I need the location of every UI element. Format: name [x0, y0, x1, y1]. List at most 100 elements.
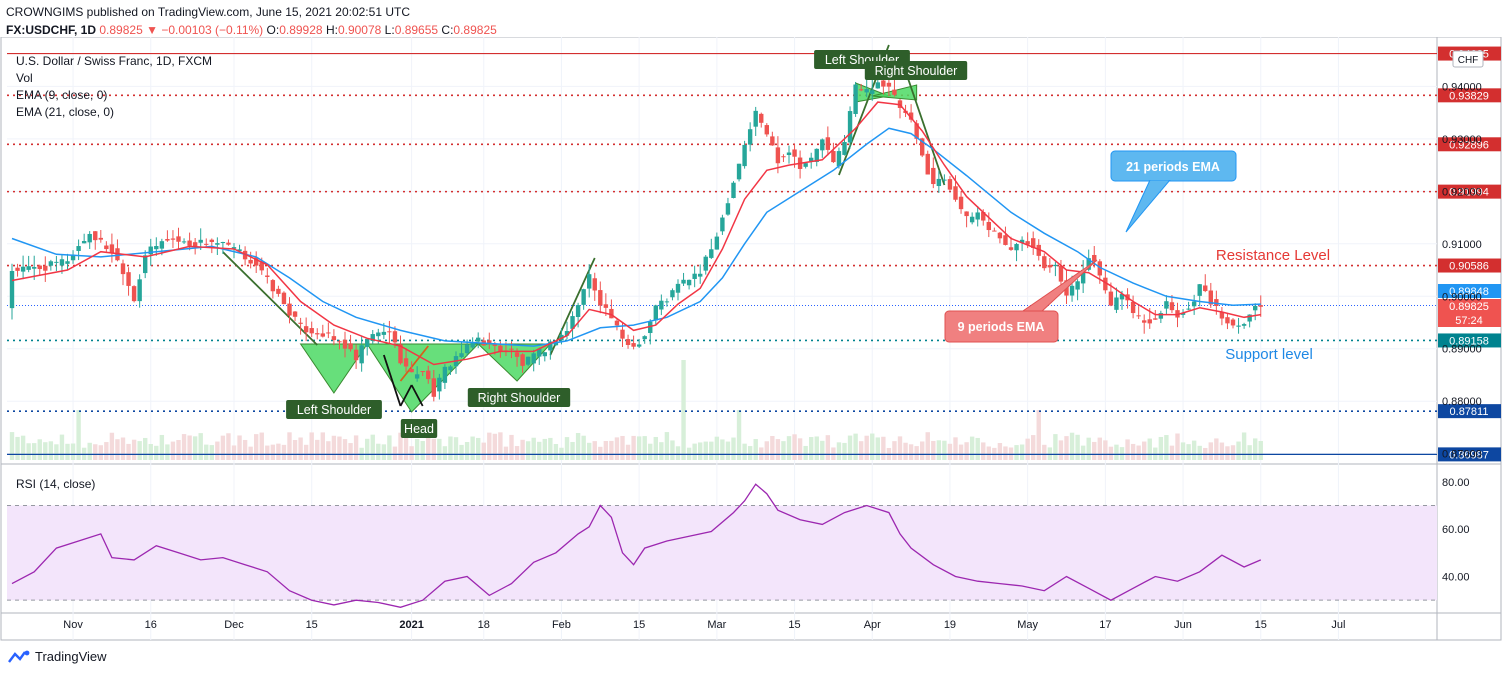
- vol-legend: Vol: [16, 71, 33, 85]
- volume-bar: [376, 443, 381, 460]
- tradingview-brand[interactable]: TradingView: [8, 649, 107, 664]
- level-badge: [1438, 137, 1501, 152]
- candle-body: [176, 236, 181, 242]
- volume-bar: [775, 439, 781, 460]
- volume-bar: [1142, 441, 1147, 460]
- x-tick-label: Mar: [707, 619, 726, 631]
- open-value: 0.89928: [279, 23, 323, 37]
- candle-body: [942, 179, 947, 181]
- candle-body: [226, 242, 231, 245]
- candle-body: [414, 374, 420, 379]
- volume-bar: [592, 441, 597, 460]
- x-tick-label: 2021: [399, 619, 423, 631]
- trend-line: [410, 384, 424, 407]
- candle-body: [653, 305, 658, 321]
- level-badge-label: 0.93829: [1449, 90, 1489, 102]
- candle-body: [609, 308, 614, 319]
- volume-bar: [781, 441, 786, 460]
- candle-body: [881, 80, 886, 87]
- volume-bar: [487, 432, 492, 460]
- x-tick-label: Nov: [63, 619, 83, 631]
- volume-bar: [298, 437, 303, 460]
- candle-body: [731, 182, 736, 199]
- candle-body: [20, 266, 26, 272]
- candle-body: [642, 336, 647, 340]
- candle-body: [1075, 281, 1080, 290]
- volume-bar: [431, 438, 436, 460]
- volume-bar: [1258, 440, 1263, 460]
- candle-body: [359, 345, 364, 364]
- level-badge-label: 0.91994: [1449, 187, 1489, 199]
- candle-body: [270, 280, 276, 292]
- candle-body: [958, 196, 964, 210]
- candle-body: [1119, 293, 1125, 300]
- ema9-callout-text: 9 periods EMA: [958, 320, 1045, 334]
- x-tick-label: 16: [145, 619, 157, 631]
- candle-body: [1164, 301, 1169, 309]
- candle-body: [792, 149, 797, 157]
- volume-bar: [1086, 437, 1091, 460]
- volume-bar: [1119, 447, 1125, 460]
- volume-bars: [9, 360, 1263, 460]
- volume-bar: [204, 444, 209, 460]
- candle-body: [920, 138, 925, 156]
- candle-body: [1136, 315, 1141, 317]
- candle-body: [309, 328, 314, 334]
- volume-bar: [187, 435, 192, 460]
- candle-body: [1191, 301, 1197, 307]
- candle-body: [337, 341, 342, 343]
- candle-body: [126, 272, 131, 286]
- volume-bar: [1197, 445, 1202, 460]
- candle-body: [908, 112, 914, 120]
- volume-bar: [509, 434, 514, 460]
- candle-body: [537, 348, 542, 357]
- price-chart[interactable]: 0.946250.938290.928960.919940.905860.891…: [0, 37, 1508, 677]
- volume-bar: [1180, 442, 1186, 460]
- level-badge-label: 0.86987: [1449, 449, 1489, 461]
- candle-body: [509, 348, 514, 350]
- candle-body: [853, 84, 858, 114]
- candle-body: [303, 326, 309, 333]
- volume-bar: [104, 442, 109, 460]
- candle-body: [1203, 285, 1208, 292]
- candle-body: [1058, 265, 1064, 282]
- price-tick-label: 0.88000: [1442, 396, 1482, 408]
- head-label: Head: [404, 422, 434, 436]
- volume-bar: [614, 437, 620, 460]
- rsi-line: [11, 483, 1262, 608]
- candle-body: [320, 333, 325, 337]
- volume-bar: [426, 432, 431, 460]
- volume-bar: [625, 444, 631, 460]
- volume-bar: [664, 432, 670, 460]
- volume-bar: [548, 437, 553, 460]
- volume-bar: [181, 434, 187, 460]
- volume-bar: [1253, 438, 1258, 460]
- volume-bar: [392, 446, 398, 460]
- candle-body: [326, 332, 331, 334]
- candle-body: [936, 178, 942, 187]
- symbol-quote-line: FX:USDCHF, 1D 0.89825 ▼ −0.00103 (−0.11%…: [6, 23, 497, 37]
- candle-body: [298, 322, 303, 324]
- candle-body: [81, 241, 87, 244]
- volume-bar: [148, 443, 153, 460]
- volume-bar: [920, 441, 925, 460]
- candle-body: [204, 243, 209, 245]
- candle-body: [664, 301, 670, 303]
- candle-body: [15, 267, 20, 271]
- level-badge-label: 0.87811: [1450, 406, 1489, 418]
- volume-bar: [1069, 432, 1075, 460]
- volume-bar: [975, 437, 980, 460]
- volume-bar: [109, 432, 115, 460]
- candle-body: [747, 129, 753, 145]
- high-value: 0.90078: [337, 23, 382, 37]
- candle-body: [259, 262, 264, 271]
- volume-bar: [1158, 436, 1164, 460]
- volume-bar: [1130, 443, 1136, 460]
- candle-body: [448, 366, 453, 371]
- candle-body: [592, 278, 597, 291]
- candle-body: [703, 256, 708, 271]
- volume-bar: [759, 447, 764, 460]
- volume-bar: [858, 441, 864, 460]
- candle-body: [403, 358, 409, 367]
- candle-body: [70, 254, 76, 261]
